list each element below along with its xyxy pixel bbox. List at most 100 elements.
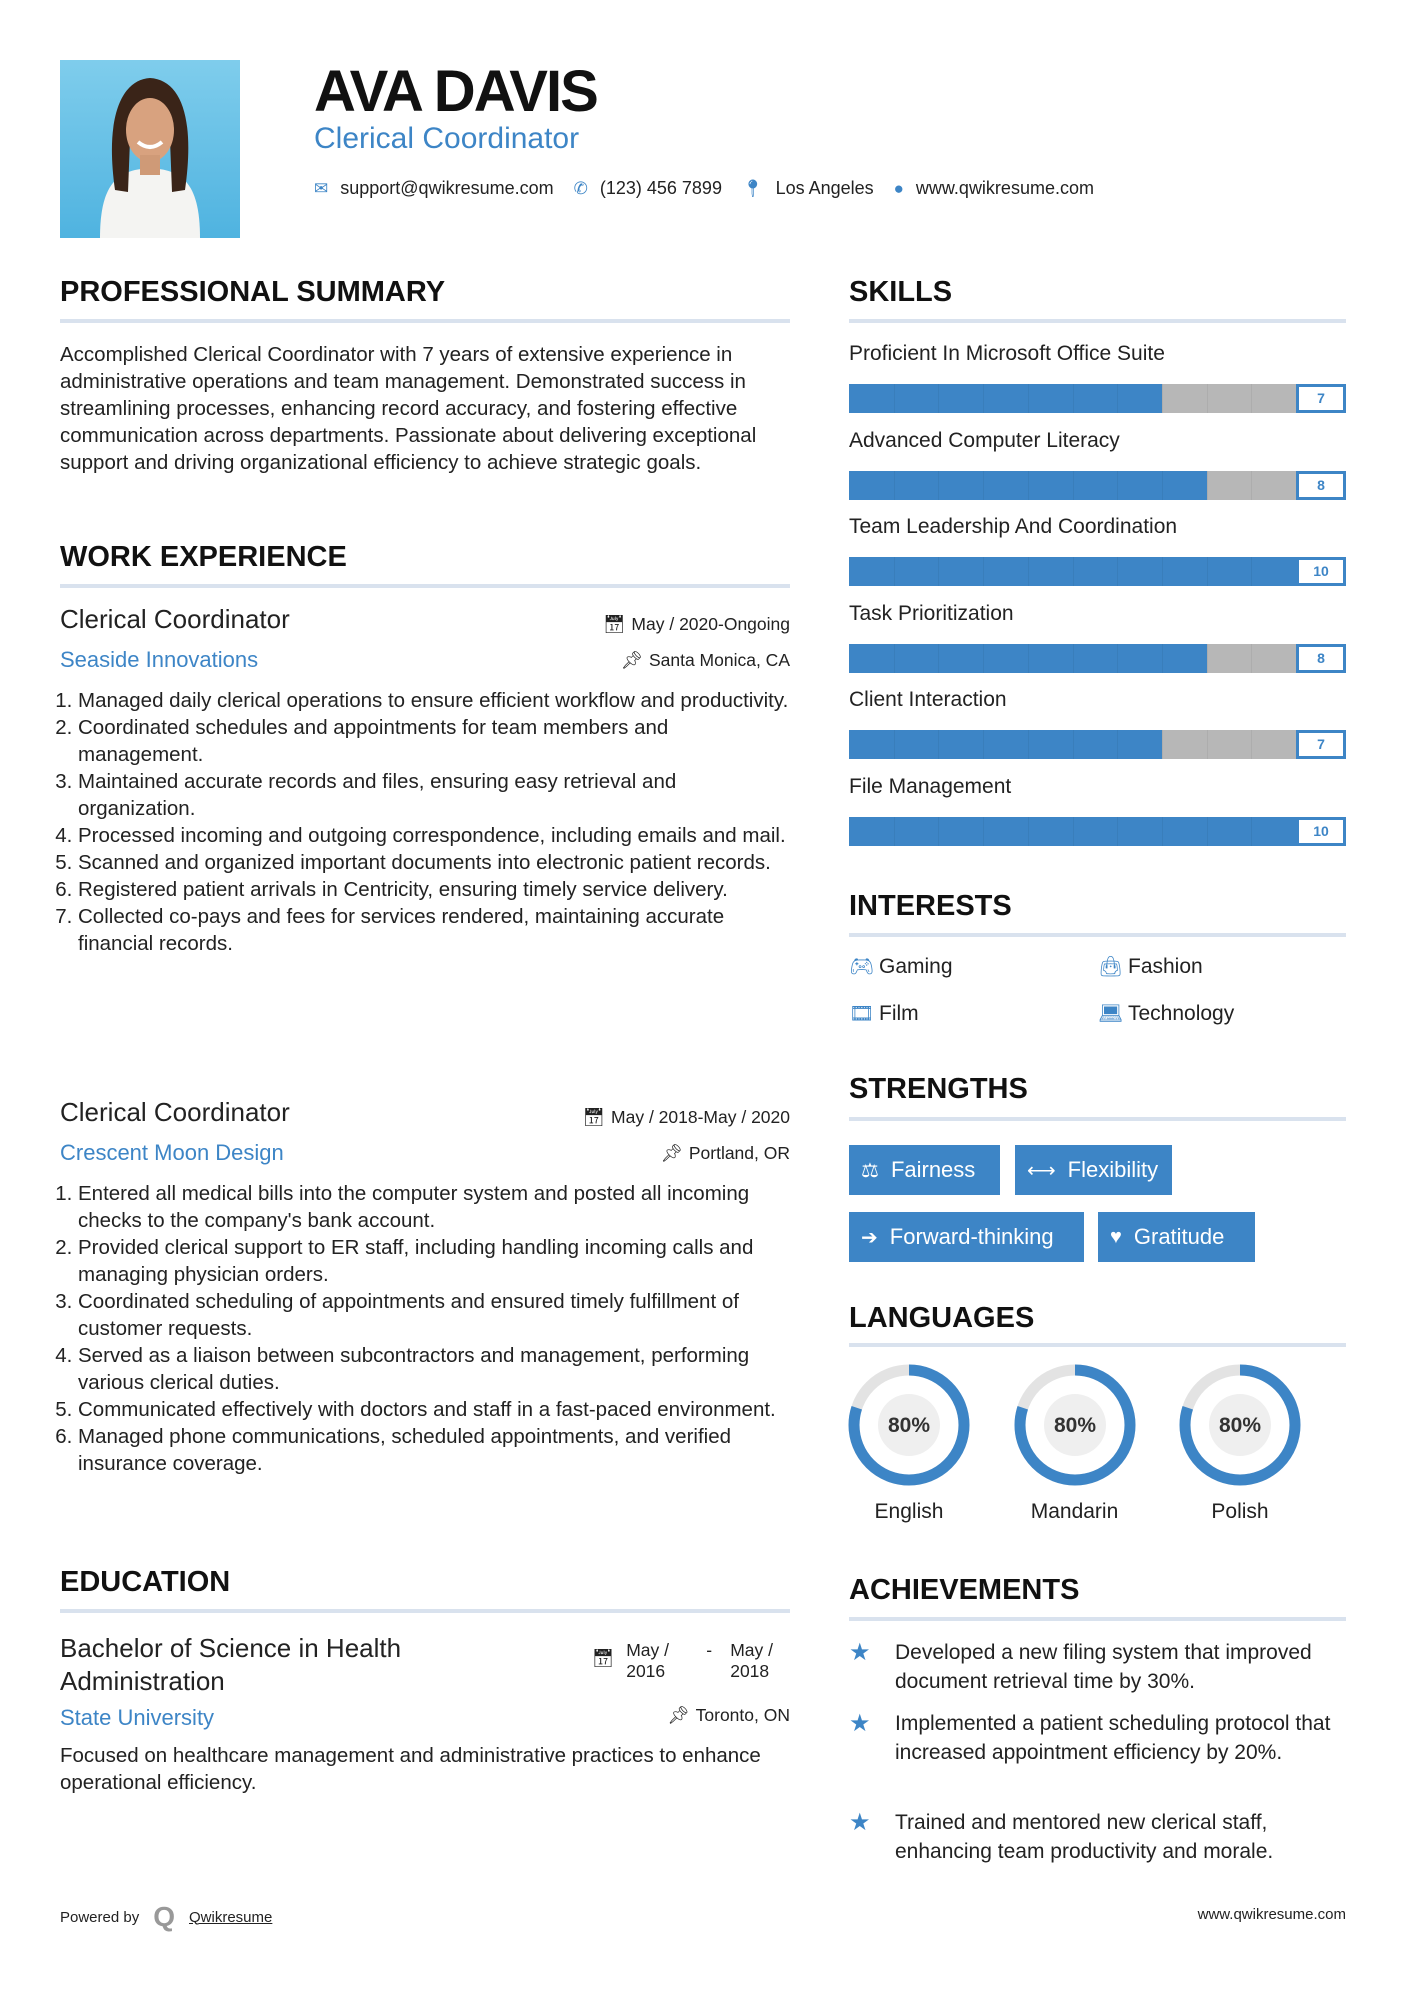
skill-item: Task Prioritization 8 bbox=[849, 602, 1346, 673]
language-ring: 80% bbox=[848, 1364, 970, 1486]
powered-by-text: Powered by bbox=[60, 1908, 140, 1926]
envelope-icon: ✉ bbox=[314, 178, 329, 198]
skill-bar-divider bbox=[1161, 470, 1163, 500]
skill-bar-divider bbox=[1251, 817, 1253, 846]
qwikresume-logo-icon: Q bbox=[153, 1901, 175, 1932]
skill-level-badge: 8 bbox=[1296, 470, 1346, 500]
language-ring: 80% bbox=[1014, 1364, 1135, 1486]
skill-bar-divider bbox=[938, 557, 940, 587]
achievements-heading: ACHIEVEMENTS bbox=[849, 1574, 1080, 1606]
skill-bar-fill bbox=[849, 730, 1162, 760]
skill-bar: 10 bbox=[849, 557, 1346, 587]
list-item: Maintained accurate records and files, e… bbox=[78, 768, 790, 822]
skill-bar-divider bbox=[1027, 470, 1029, 500]
skill-bar-divider bbox=[1206, 643, 1208, 673]
skill-bar-divider bbox=[1072, 470, 1074, 500]
language-name: Polish bbox=[1211, 1500, 1269, 1523]
skill-name: Proficient In Microsoft Office Suite bbox=[849, 342, 1165, 365]
section-divider bbox=[60, 319, 790, 323]
language-ring-fill bbox=[1179, 1364, 1301, 1486]
strength-tag-flexibility: ⟷ Flexibility bbox=[1015, 1145, 1172, 1195]
experience-heading: WORK EXPERIENCE bbox=[60, 541, 347, 573]
interest-item-film: 🎞︎ Film bbox=[849, 1001, 919, 1026]
footer-website[interactable]: www.qwikresume.com bbox=[1197, 1906, 1346, 1923]
footer-powered-by: Powered by Q Qwikresume bbox=[60, 1901, 272, 1933]
skill-bar-fill bbox=[849, 557, 1346, 587]
interests-heading: INTERESTS bbox=[849, 890, 1012, 922]
interest-label: Film bbox=[879, 1001, 919, 1025]
achievement-item: ★ Implemented a patient scheduling protoc… bbox=[849, 1709, 1349, 1767]
skill-name: Advanced Computer Literacy bbox=[849, 428, 1120, 452]
skill-bar-divider bbox=[1251, 384, 1253, 413]
interest-item-fashion: 👜︎ Fashion bbox=[1098, 954, 1203, 979]
calendar-icon: 📅︎ bbox=[582, 1107, 606, 1127]
skill-bar-divider bbox=[1027, 557, 1029, 587]
skill-bar-divider bbox=[983, 557, 985, 587]
job-location-text: Portland, OR bbox=[688, 1143, 790, 1163]
shopping-bag-icon: 👜︎ bbox=[1098, 956, 1124, 978]
star-icon: ★ bbox=[849, 1639, 871, 1666]
job-responsibilities: Managed daily clerical operations to ens… bbox=[60, 687, 790, 957]
job-location: 📌︎ Santa Monica, CA bbox=[621, 650, 790, 671]
gamepad-icon: 🎮︎ bbox=[849, 956, 875, 978]
star-icon: ★ bbox=[849, 1809, 871, 1836]
map-marker-icon: 📍︎ bbox=[741, 178, 764, 198]
section-divider bbox=[60, 584, 790, 588]
skill-bar-divider bbox=[1072, 643, 1074, 673]
skill-item: File Management 10 bbox=[849, 775, 1346, 846]
list-item: Scanned and organized important document… bbox=[78, 849, 790, 876]
calendar-icon: 📅︎ bbox=[592, 1648, 615, 1668]
skill-level-badge: 10 bbox=[1296, 557, 1346, 587]
arrows-horizontal-icon: ⟷ bbox=[1027, 1159, 1056, 1182]
job-company: Seaside Innovations bbox=[60, 647, 259, 672]
languages-list: 80% English 80% Mandarin 80% Polish bbox=[848, 1360, 1346, 1540]
skill-bar-divider bbox=[1251, 470, 1253, 500]
balance-scale-icon: ⚖ bbox=[861, 1159, 879, 1182]
language-ring-fill bbox=[1014, 1364, 1135, 1486]
skill-bar: 10 bbox=[849, 817, 1346, 846]
skill-name: Client Interaction bbox=[849, 688, 1007, 712]
heart-icon: ♥ bbox=[1110, 1225, 1122, 1248]
interest-label: Fashion bbox=[1128, 954, 1203, 978]
skill-bar-divider bbox=[983, 470, 985, 500]
language-percent: 80% bbox=[1053, 1414, 1095, 1437]
contact-website[interactable]: www.qwikresume.com bbox=[915, 178, 1094, 198]
interest-item-gaming: 🎮︎ Gaming bbox=[849, 954, 953, 979]
skill-bar-divider bbox=[1206, 384, 1208, 413]
skill-bar-fill bbox=[849, 817, 1346, 846]
skill-bar-divider bbox=[1117, 730, 1119, 760]
skill-bar-divider bbox=[1161, 557, 1163, 587]
list-item: Coordinated schedules and appointments f… bbox=[78, 714, 790, 768]
pushpin-icon: 📌︎ bbox=[620, 650, 643, 670]
job-dates: 📅︎ May / 2018-May / 2020 bbox=[583, 1107, 790, 1128]
job-title: Clerical Coordinator bbox=[60, 1097, 290, 1127]
skill-bar-divider bbox=[938, 384, 940, 413]
strength-label: Forward-thinking bbox=[889, 1224, 1054, 1249]
section-divider bbox=[60, 1609, 790, 1613]
skill-bar-divider bbox=[1161, 817, 1163, 846]
education-end: May / 2018 bbox=[730, 1640, 774, 1681]
brand-link[interactable]: Qwikresume bbox=[189, 1908, 273, 1926]
education-heading: EDUCATION bbox=[60, 1566, 231, 1598]
skill-bar-divider bbox=[1027, 643, 1029, 673]
contact-email[interactable]: support@qwikresume.com bbox=[340, 178, 554, 198]
strength-label: Flexibility bbox=[1067, 1157, 1159, 1182]
skill-bar-divider bbox=[1206, 817, 1208, 846]
skill-level-badge: 7 bbox=[1296, 730, 1346, 760]
contact-location: Los Angeles bbox=[775, 178, 874, 198]
language-percent: 80% bbox=[1219, 1414, 1261, 1437]
skill-item: Client Interaction 7 bbox=[849, 688, 1346, 760]
skill-bar-divider bbox=[1072, 557, 1074, 587]
skill-bar-divider bbox=[1161, 730, 1163, 760]
section-divider bbox=[849, 319, 1346, 323]
languages-heading: LANGUAGES bbox=[849, 1302, 1035, 1334]
skill-bar: 7 bbox=[849, 384, 1346, 413]
laptop-icon: 💻︎ bbox=[1098, 1003, 1124, 1025]
skill-bar-divider bbox=[1027, 817, 1029, 846]
skill-bar-divider bbox=[893, 643, 895, 673]
skill-item: Team Leadership And Coordination 10 bbox=[849, 515, 1346, 587]
list-item: Managed phone communications, scheduled … bbox=[78, 1423, 790, 1477]
list-item: Collected co-pays and fees for services … bbox=[78, 903, 790, 957]
strength-tag-gratitude: ♥ Gratitude bbox=[1098, 1212, 1255, 1262]
skill-bar-divider bbox=[1027, 730, 1029, 760]
